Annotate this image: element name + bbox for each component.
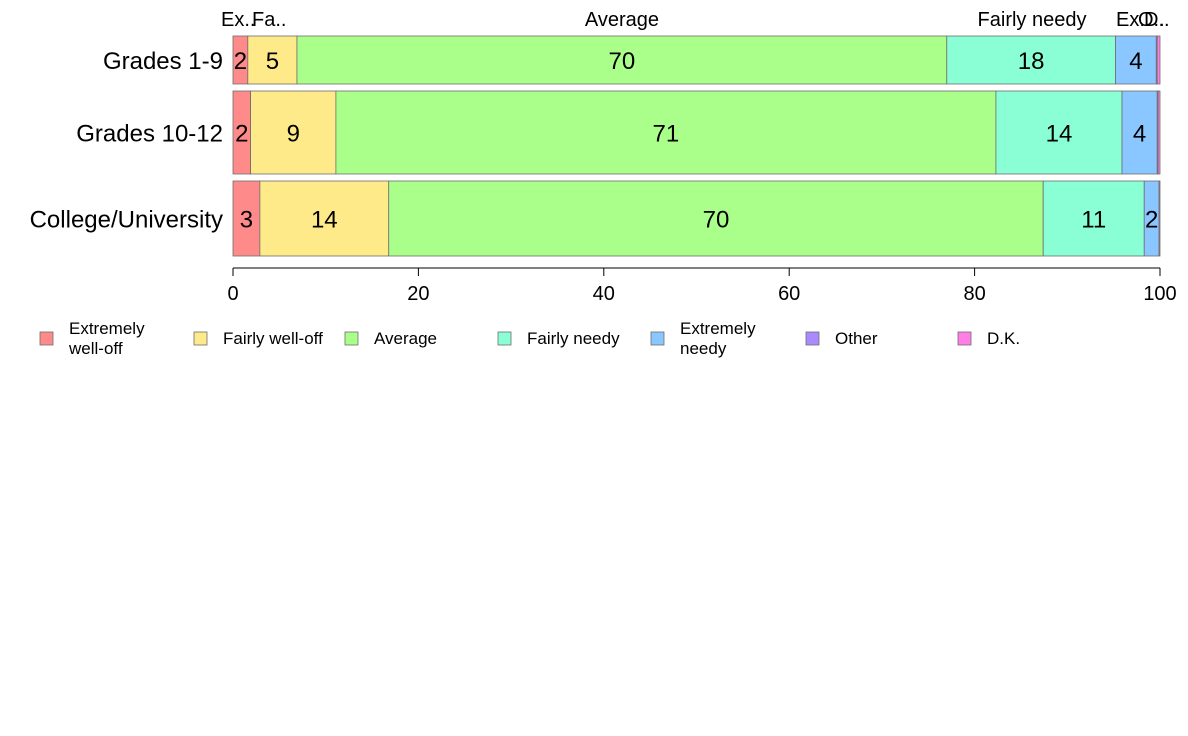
- legend-swatch-other: [805, 331, 820, 346]
- bar-average-grades-10-12: [335, 90, 997, 175]
- x-tick-label-80: 80: [963, 283, 985, 305]
- bar-average-grades-1-9: [296, 35, 948, 85]
- legend-label-extremely-needy: Extremely needy: [680, 319, 756, 358]
- bar-fairly-well-off-grades-1-9: [247, 35, 298, 85]
- category-label-grades-1-9: Grades 1-9: [103, 48, 223, 75]
- legend-label-other: Other: [835, 329, 878, 348]
- top-label-average: Average: [585, 9, 659, 31]
- bar-extremely-well-off-college-university: [232, 180, 261, 257]
- legend-swatch-extremely-needy: [650, 331, 665, 346]
- x-tick-label-0: 0: [227, 283, 238, 305]
- legend-swatch-fairly-well-off: [193, 331, 208, 346]
- legend-label-average: Average: [374, 329, 437, 348]
- bar-d-k-grades-10-12: [1157, 90, 1161, 175]
- data-label-extremely-needy-grades-1-9: 4: [1129, 48, 1142, 75]
- x-axis: 0 20 40 60 80 100: [227, 267, 1177, 305]
- category-label-college-university: College/University: [30, 207, 223, 234]
- x-tick-label-100: 100: [1143, 283, 1176, 305]
- series-top-labels: Ex..Fa.. Average Fairly needy Ex..O..D..: [221, 9, 1170, 31]
- top-label-d-k: D..: [1144, 9, 1170, 31]
- bar-fairly-needy-grades-1-9: [946, 35, 1116, 85]
- data-label-extremely-well-off-grades-10-12: 2: [235, 121, 248, 148]
- top-label-extremely-well-off: Ex..: [221, 9, 255, 31]
- data-label-average-grades-10-12: 71: [653, 121, 680, 148]
- data-label-extremely-needy-grades-10-12: 4: [1133, 121, 1146, 148]
- legend-swatch-fairly-needy: [497, 331, 512, 346]
- top-label-fairly-well-off: Fa..: [252, 9, 286, 31]
- bars-area: 2 5 70 18 42 9 71 14 43 14 70 11 2: [232, 35, 1161, 257]
- x-tick-label-40: 40: [593, 283, 615, 305]
- bar-d-k-college-university: [1158, 180, 1161, 257]
- data-label-extremely-well-off-grades-1-9: 2: [234, 48, 247, 75]
- legend-label-d-k: D.K.: [987, 329, 1020, 348]
- x-tick-label-20: 20: [407, 283, 429, 305]
- category-label-grades-10-12: Grades 10-12: [76, 121, 223, 148]
- legend-label-fairly-well-off: Fairly well-off: [223, 329, 323, 348]
- data-label-fairly-well-off-college-university: 14: [311, 207, 338, 234]
- legend-label-extremely-well-off: Extremely well-off: [68, 319, 145, 358]
- data-label-average-grades-1-9: 70: [609, 48, 636, 75]
- x-tick-label-60: 60: [778, 283, 800, 305]
- data-label-fairly-needy-college-university: 11: [1081, 207, 1106, 234]
- legend-swatch-d-k: [957, 331, 972, 346]
- data-label-fairly-well-off-grades-1-9: 5: [266, 48, 279, 75]
- bar-fairly-well-off-grades-10-12: [250, 90, 337, 175]
- top-label-extremely-needy: Ex..: [1116, 9, 1150, 31]
- data-label-extremely-well-off-college-university: 3: [240, 207, 253, 234]
- top-label-fairly-needy: Fairly needy: [978, 9, 1087, 31]
- bar-fairly-needy-college-university: [1042, 180, 1145, 257]
- bar-fairly-well-off-college-university: [259, 180, 390, 257]
- data-label-fairly-well-off-grades-10-12: 9: [287, 121, 300, 148]
- category-labels: Grades 1-9 Grades 10-12 College/University: [30, 48, 223, 234]
- legend: Extremely well-off Fairly well-off Average F…: [39, 319, 1020, 358]
- legend-swatch-extremely-well-off: [39, 331, 54, 346]
- data-label-fairly-needy-grades-1-9: 18: [1018, 48, 1045, 75]
- bar-d-k-grades-1-9: [1156, 35, 1161, 85]
- top-label-other: O..: [1138, 9, 1165, 31]
- bar-fairly-needy-grades-10-12: [995, 90, 1123, 175]
- legend-swatch-average: [344, 331, 359, 346]
- legend-label-fairly-needy: Fairly needy: [527, 329, 620, 348]
- data-label-extremely-needy-college-university: 2: [1145, 207, 1158, 234]
- bar-average-college-university: [388, 180, 1044, 257]
- data-label-average-college-university: 70: [703, 207, 730, 234]
- data-label-fairly-needy-grades-10-12: 14: [1046, 121, 1073, 148]
